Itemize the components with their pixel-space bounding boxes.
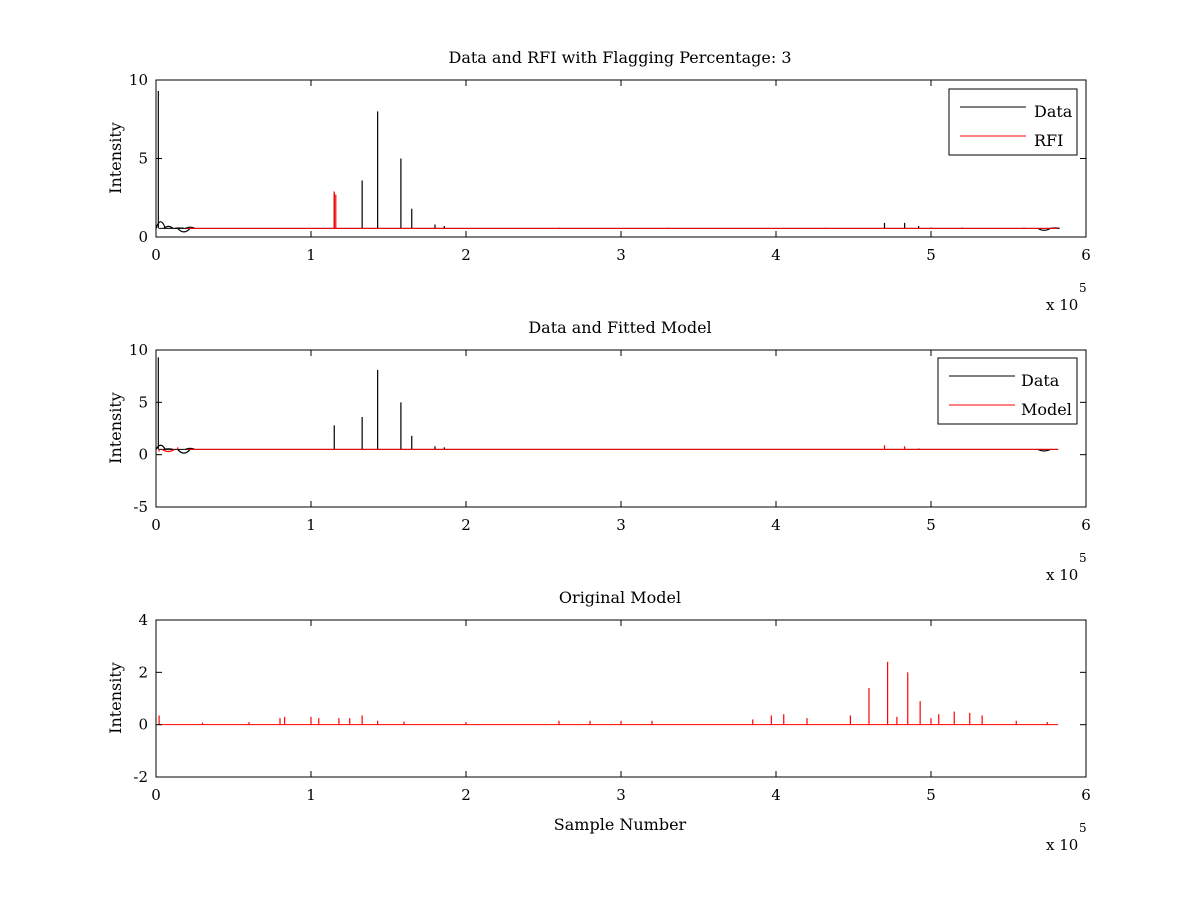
x-tick-label: 6 [1081, 516, 1091, 534]
y-tick-label: 0 [138, 716, 148, 734]
x-tick-label: 3 [616, 246, 626, 264]
x-tick-label: 2 [461, 786, 471, 804]
subplot-1-series [155, 90, 1060, 233]
y-tick-label: 5 [138, 393, 148, 411]
x-tick-label: 0 [151, 516, 161, 534]
subplot-3-x-multiplier: x 10 [1046, 836, 1078, 854]
x-tick-label: 4 [771, 516, 781, 534]
y-tick-label: 0 [138, 446, 148, 464]
x-tick-label: 0 [151, 246, 161, 264]
y-tick-label: 4 [138, 611, 148, 629]
y-tick-label: 10 [129, 71, 148, 89]
subplot-data-rfi: Data and RFI with Flagging Percentage: 3… [106, 48, 1091, 314]
subplot-1-x-exponent: 5 [1079, 281, 1087, 295]
y-tick-label: 0 [138, 228, 148, 246]
subplot-2-x-exponent: 5 [1079, 551, 1087, 565]
subplot-2-legend-data-label: Data [1021, 371, 1060, 390]
subplot-1-title: Data and RFI with Flagging Percentage: 3 [448, 48, 791, 67]
series-dip [161, 448, 175, 453]
subplot-2-legend: Data Model [937, 357, 1078, 425]
x-tick-label: 5 [926, 786, 936, 804]
x-tick-label: 6 [1081, 786, 1091, 804]
x-tick-label: 3 [616, 786, 626, 804]
y-tick-label: 2 [138, 663, 148, 681]
subplot-2-series [155, 357, 1059, 454]
series-model-group [158, 445, 1059, 453]
series-model-group [158, 661, 1059, 726]
x-tick-label: 5 [926, 516, 936, 534]
subplot-1-ylabel: Intensity [106, 122, 125, 194]
series-bump [163, 448, 174, 451]
x-tick-label: 2 [461, 516, 471, 534]
x-tick-label: 4 [771, 786, 781, 804]
x-tick-label: 5 [926, 246, 936, 264]
series-dip [177, 227, 191, 233]
subplot-3-title: Original Model [559, 588, 681, 607]
y-tick-label: -5 [133, 498, 148, 516]
subplot-1-legend-data-label: Data [1034, 102, 1073, 121]
subplot-1-legend: Data RFI [948, 88, 1078, 156]
x-tick-label: 3 [616, 516, 626, 534]
subplot-2-ylabel: Intensity [106, 392, 125, 464]
subplot-2-legend-box [937, 357, 1078, 425]
x-tick-label: 2 [461, 246, 471, 264]
subplot-3-x-exponent: 5 [1079, 821, 1087, 835]
x-tick-label: 4 [771, 246, 781, 264]
x-tick-label: 6 [1081, 246, 1091, 264]
series-bump [155, 221, 166, 229]
series-bump [155, 444, 166, 450]
y-tick-label: 5 [138, 150, 148, 168]
subplot-2-legend-model-label: Model [1021, 400, 1072, 419]
subplot-2-x-multiplier: x 10 [1046, 566, 1078, 584]
subplot-fitted-model: Data and Fitted Model Intensity 0 1 2 3 4 5 6 -… [106, 318, 1091, 584]
subplot-3-xlabel: Sample Number [554, 815, 687, 834]
subplot-1-x-multiplier: x 10 [1046, 296, 1078, 314]
subplot-3-ylabel: Intensity [106, 662, 125, 734]
subplot-3-series [158, 661, 1059, 726]
x-tick-label: 0 [151, 786, 161, 804]
subplot-2-title: Data and Fitted Model [528, 318, 711, 337]
x-tick-label: 1 [306, 246, 316, 264]
y-tick-label: -2 [133, 768, 148, 786]
x-tick-label: 1 [306, 786, 316, 804]
y-tick-label: 10 [129, 341, 148, 359]
series-rfi-group [187, 191, 1059, 229]
subplot-1-ticks: 0 1 2 3 4 5 6 0 5 10 [129, 71, 1091, 264]
x-tick-label: 1 [306, 516, 316, 534]
subplot-1-legend-box [948, 88, 1078, 156]
series-dip [177, 449, 191, 454]
series-dip [1037, 227, 1051, 231]
series-bump [163, 225, 174, 229]
subplot-1-legend-rfi-label: RFI [1034, 131, 1063, 150]
